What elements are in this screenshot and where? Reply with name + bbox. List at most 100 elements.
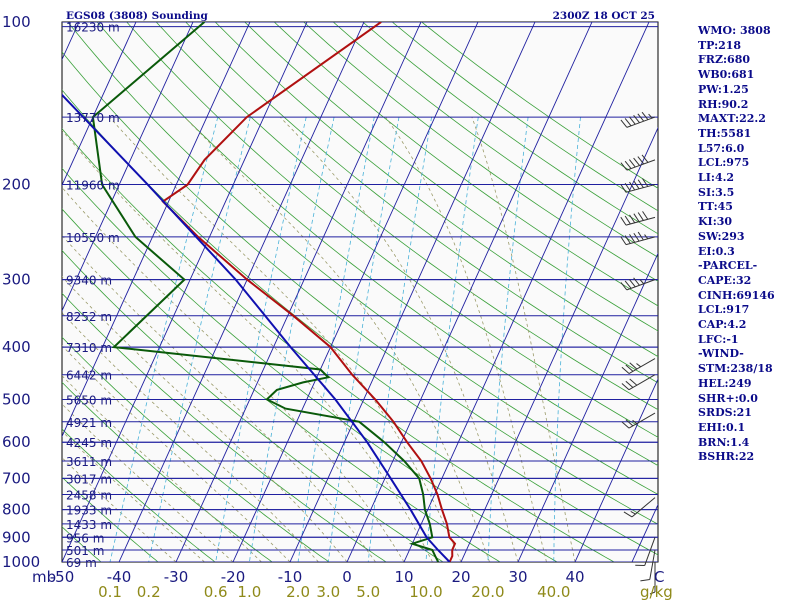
height-level-label: 69 m bbox=[66, 556, 97, 570]
index-item: LCL:917 bbox=[698, 303, 750, 317]
indices-panel: WMO: 3808 TP:218 FRZ:680 WB0:681 PW:1.25 RH:9… bbox=[698, 24, 798, 465]
mixing-ratio-line bbox=[215, 117, 307, 562]
wind-barb bbox=[623, 497, 656, 518]
temperature-tick-label: 10 bbox=[394, 568, 413, 586]
mixing-ratio-line bbox=[249, 117, 335, 562]
index-item: CINH:69146 bbox=[698, 288, 775, 302]
moist-adiabat bbox=[62, 312, 319, 562]
chart-time: 2300Z 18 OCT 25 bbox=[553, 10, 655, 22]
height-level-label: 11960 m bbox=[66, 179, 120, 193]
index-item: WB0:681 bbox=[698, 68, 755, 82]
isotherm bbox=[62, 22, 251, 438]
wind-barb bbox=[620, 277, 656, 291]
isotherm bbox=[62, 22, 308, 562]
isotherm bbox=[232, 22, 479, 562]
temperature-tick-label: 0 bbox=[342, 568, 352, 586]
wind-barb bbox=[620, 211, 656, 226]
pressure-tick-label: 1000 bbox=[2, 553, 40, 571]
wind-barb bbox=[649, 562, 656, 595]
moist-adiabat bbox=[62, 234, 376, 562]
index-item: STM:238/18 bbox=[698, 362, 773, 376]
isotherm bbox=[118, 22, 365, 562]
height-level-label: 956 m bbox=[66, 531, 104, 545]
index-item: LCL:975 bbox=[698, 156, 750, 170]
pressure-tick-label: 400 bbox=[2, 338, 31, 356]
moist-adiabat bbox=[62, 403, 234, 562]
wind-barb bbox=[635, 537, 656, 566]
mixing-ratio-line bbox=[425, 117, 479, 562]
mixing-ratio-tick-label: 2.0 bbox=[286, 583, 310, 600]
moist-adiabat bbox=[62, 457, 177, 562]
index-item: TH:5581 bbox=[698, 126, 752, 140]
height-level-label: 8252 m bbox=[66, 310, 112, 324]
index-item: KI:30 bbox=[698, 215, 733, 229]
pressure-tick-label: 700 bbox=[2, 469, 31, 487]
mixing-ratio-tick-label: 1.0 bbox=[237, 583, 261, 600]
isotherm bbox=[289, 22, 536, 562]
moist-adiabat bbox=[62, 345, 291, 562]
index-item: PW:1.25 bbox=[698, 82, 749, 96]
index-item: SI:3.5 bbox=[698, 185, 735, 199]
moist-adiabat bbox=[62, 276, 348, 562]
index-item: MAXT:22.2 bbox=[698, 112, 766, 126]
height-level-label: 3017 m bbox=[66, 472, 112, 486]
pressure-tick-label: 500 bbox=[2, 390, 31, 408]
wind-barb bbox=[621, 412, 656, 429]
temperature-tick-label: -50 bbox=[50, 568, 75, 586]
mixing-ratio-lines bbox=[109, 116, 581, 562]
height-level-label: 501 m bbox=[66, 544, 104, 558]
mixing-ratio-unit-label: g/kg bbox=[640, 583, 673, 600]
mixing-ratio-line bbox=[487, 117, 529, 562]
temperature-unit-label: C bbox=[654, 568, 664, 586]
moist-adiabat bbox=[471, 116, 576, 562]
series-dewpoint-line bbox=[91, 22, 440, 562]
mixing-ratio-tick-label: 3.0 bbox=[316, 583, 340, 600]
pressure-tick-label: 800 bbox=[2, 501, 31, 519]
height-level-label: 6442 m bbox=[66, 369, 112, 383]
temperature-tick-label: 20 bbox=[451, 568, 470, 586]
wind-barb bbox=[620, 111, 656, 128]
index-item: -WIND- bbox=[698, 347, 744, 361]
chart-title: EGS08 (3808) Sounding bbox=[66, 10, 208, 22]
index-item: CAP:4.2 bbox=[698, 318, 747, 332]
index-item: EI:0.3 bbox=[698, 244, 735, 258]
mixing-ratio-line bbox=[367, 117, 432, 562]
height-level-label: 1433 m bbox=[66, 518, 112, 532]
wind-barb bbox=[621, 374, 656, 391]
wind-barb bbox=[620, 154, 656, 171]
index-item: LFC:-1 bbox=[698, 332, 739, 346]
wind-barb bbox=[620, 178, 656, 193]
pressure-tick-label: 300 bbox=[2, 271, 31, 289]
height-level-label: 1933 m bbox=[66, 504, 112, 518]
isobars bbox=[62, 22, 658, 562]
height-level-label: 16230 m bbox=[66, 21, 120, 35]
isotherm bbox=[175, 22, 422, 562]
index-item: SW:293 bbox=[698, 229, 745, 243]
wind-barb bbox=[621, 358, 656, 374]
pressure-tick-label: 900 bbox=[2, 528, 31, 546]
index-item: HEL:249 bbox=[698, 376, 752, 390]
mixing-ratio-line bbox=[297, 117, 375, 562]
temperature-tick-label: -20 bbox=[221, 568, 246, 586]
pressure-unit-label: mb bbox=[32, 568, 56, 586]
moist-adiabat bbox=[62, 186, 405, 562]
temperature-tick-label: 40 bbox=[565, 568, 584, 586]
mixing-ratio-tick-label: 0.1 bbox=[98, 583, 122, 600]
height-level-label: 4921 m bbox=[66, 416, 112, 430]
pressure-tick-label: 100 bbox=[2, 13, 31, 31]
mixing-ratio-tick-label: 0.6 bbox=[204, 583, 228, 600]
profile-lines bbox=[62, 22, 457, 562]
height-level-label: 9340 m bbox=[66, 274, 112, 288]
temperature-tick-label: 30 bbox=[508, 568, 527, 586]
plot-area bbox=[61, 21, 659, 563]
moist-adiabat bbox=[109, 116, 462, 562]
index-item: WMO: 3808 bbox=[698, 24, 771, 37]
series-parcel-line bbox=[62, 93, 451, 562]
index-item: CAPE:32 bbox=[698, 273, 752, 287]
isotherms bbox=[62, 22, 658, 562]
index-item: SHR+:0.0 bbox=[698, 391, 758, 405]
index-item: LI:4.2 bbox=[698, 171, 735, 185]
mixing-ratio-line bbox=[109, 116, 219, 562]
index-item: FRZ:680 bbox=[698, 53, 751, 67]
index-item: BRN:1.4 bbox=[698, 435, 750, 449]
